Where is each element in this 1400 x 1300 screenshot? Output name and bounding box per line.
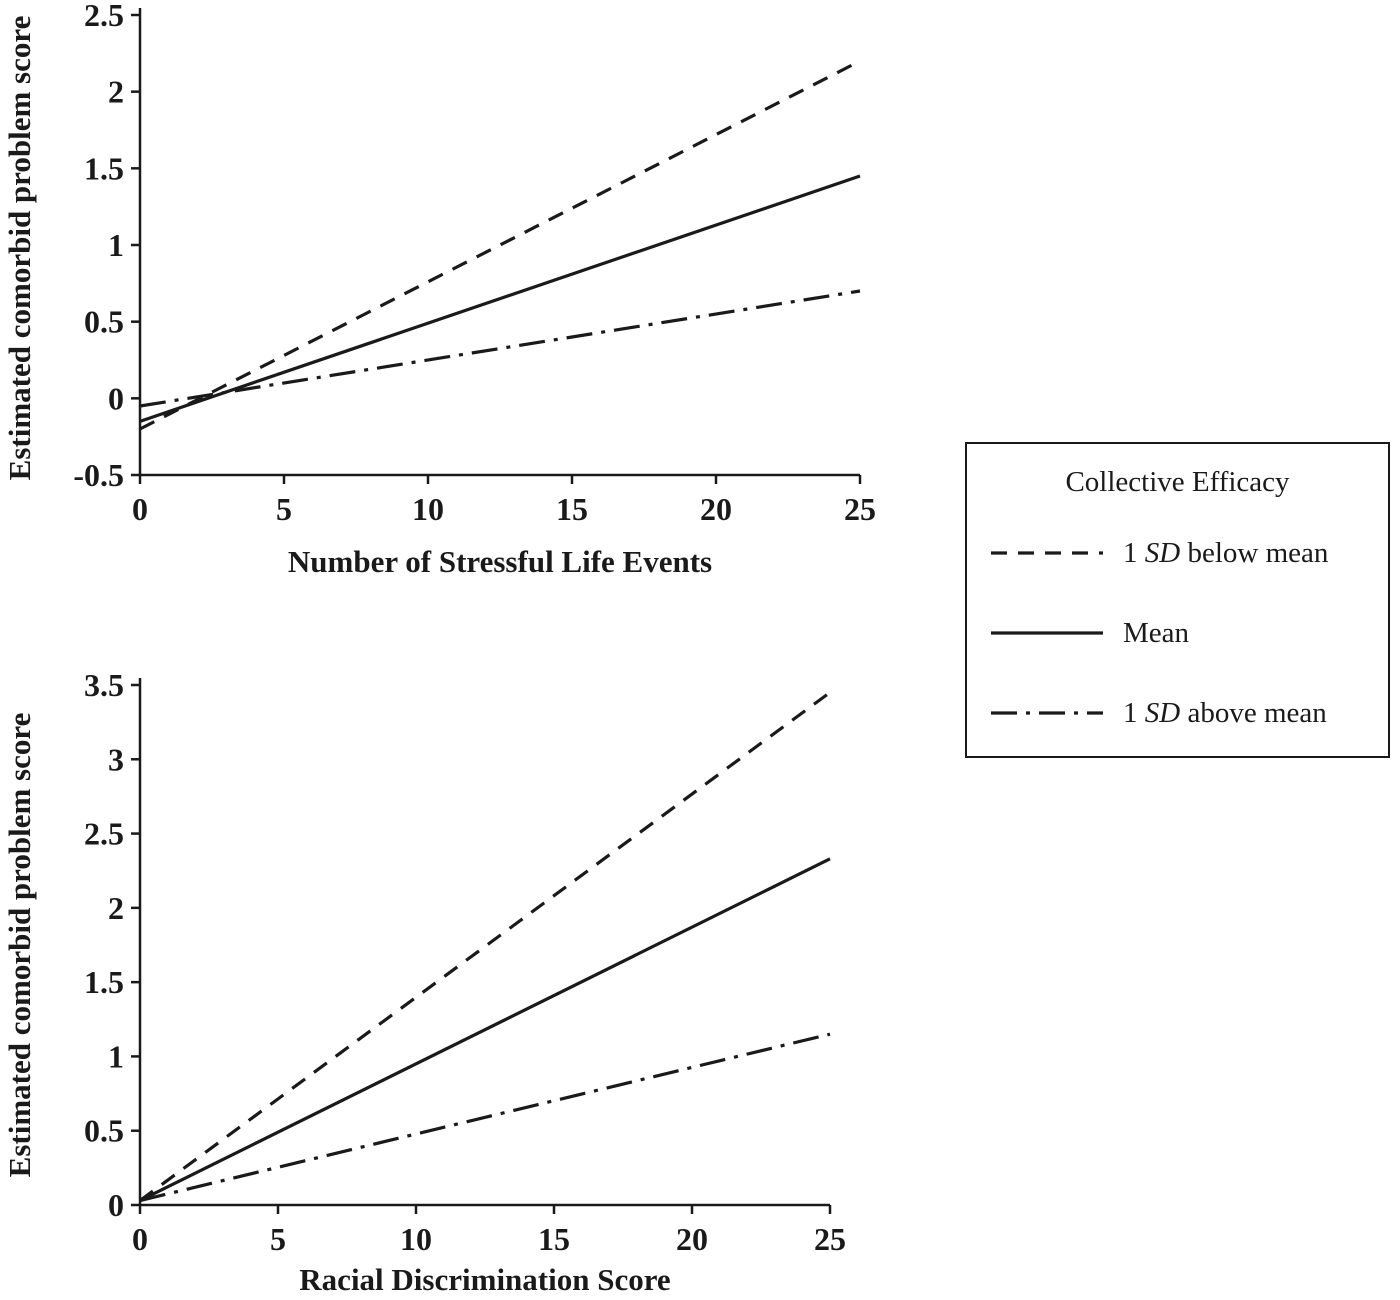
top-y-axis-title: Estimated comorbid problem score <box>2 16 37 481</box>
svg-text:25: 25 <box>844 491 876 527</box>
svg-text:2: 2 <box>108 890 124 926</box>
svg-text:0.5: 0.5 <box>84 304 124 340</box>
svg-text:20: 20 <box>676 1221 708 1257</box>
svg-text:0: 0 <box>108 380 124 416</box>
dashdot-line-sample-icon <box>991 711 1103 715</box>
svg-text:1.5: 1.5 <box>84 964 124 1000</box>
svg-text:1.5: 1.5 <box>84 150 124 186</box>
dashed-line-sample-icon <box>991 551 1103 555</box>
svg-text:10: 10 <box>400 1221 432 1257</box>
svg-text:1: 1 <box>108 227 124 263</box>
svg-text:0.5: 0.5 <box>84 1113 124 1149</box>
legend-item-below-mean: 1 SD below mean <box>987 537 1388 569</box>
bottom-plot-area: 0 5 10 15 20 25 0 0.5 1 1.5 2 2.5 3 3.5 <box>84 667 846 1257</box>
svg-text:1: 1 <box>108 1038 124 1074</box>
legend-item-mean: Mean <box>987 617 1388 649</box>
legend-item-label: 1 SD above mean <box>1123 696 1327 729</box>
racial-discrimination-chart: 0 5 10 15 20 25 0 0.5 1 1.5 2 2.5 3 3.5 Racial Discri… <box>2 667 846 1297</box>
legend-entries: 1 SD below mean Mean 1 SD above mean <box>967 537 1388 729</box>
svg-text:3: 3 <box>108 741 124 777</box>
svg-text:20: 20 <box>700 491 732 527</box>
bottom-y-axis-title: Estimated comorbid problem score <box>2 713 37 1178</box>
svg-text:-0.5: -0.5 <box>73 457 124 493</box>
svg-text:0: 0 <box>108 1187 124 1223</box>
stressful-life-events-chart: 0 5 10 15 20 25-0.500.511.522.5 Number of Str… <box>2 0 876 579</box>
svg-text:2.5: 2.5 <box>84 0 124 33</box>
svg-text:2: 2 <box>108 74 124 110</box>
svg-text:15: 15 <box>556 491 588 527</box>
legend-item-label: 1 SD below mean <box>1123 536 1329 569</box>
legend-item-label: Mean <box>1123 616 1190 649</box>
solid-line-sample-icon <box>991 631 1103 635</box>
top-plot-area: 0 5 10 15 20 25-0.500.511.522.5 <box>73 0 876 527</box>
legend-item-above-mean: 1 SD above mean <box>987 697 1388 729</box>
svg-text:10: 10 <box>412 491 444 527</box>
svg-text:3.5: 3.5 <box>84 667 124 703</box>
legend: Collective Efficacy 1 SD below mean Mean… <box>965 442 1390 758</box>
legend-title: Collective Efficacy <box>1065 466 1290 498</box>
svg-text:15: 15 <box>538 1221 570 1257</box>
svg-text:0: 0 <box>132 1221 148 1257</box>
svg-text:5: 5 <box>270 1221 286 1257</box>
svg-text:2.5: 2.5 <box>84 816 124 852</box>
top-x-axis-title: Number of Stressful Life Events <box>288 544 712 579</box>
svg-text:25: 25 <box>814 1221 846 1257</box>
svg-text:5: 5 <box>276 491 292 527</box>
bottom-x-axis-title: Racial Discrimination Score <box>299 1262 670 1297</box>
svg-text:0: 0 <box>132 491 148 527</box>
